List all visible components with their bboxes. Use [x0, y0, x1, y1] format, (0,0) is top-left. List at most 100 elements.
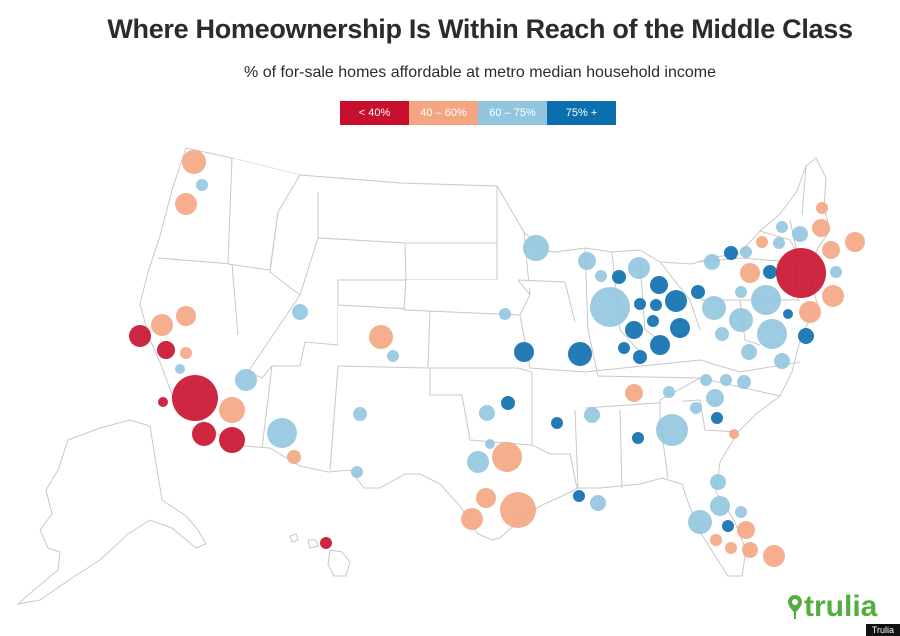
metro-bubble	[618, 342, 630, 354]
legend-item-75-plus: 75% +	[547, 101, 616, 125]
metro-bubble	[499, 308, 511, 320]
metro-bubble	[158, 397, 168, 407]
metro-bubble	[710, 534, 722, 546]
metro-bubble	[711, 412, 723, 424]
metro-bubble	[500, 492, 536, 528]
metro-bubble	[625, 321, 643, 339]
metro-bubble	[650, 276, 668, 294]
metro-bubble	[176, 306, 196, 326]
metro-bubble	[129, 325, 151, 347]
metro-bubbles	[129, 150, 865, 567]
metro-bubble	[476, 488, 496, 508]
metro-bubble	[219, 427, 245, 453]
metro-bubble	[702, 296, 726, 320]
metro-bubble	[799, 301, 821, 323]
metro-bubble	[501, 396, 515, 410]
metro-bubble	[578, 252, 596, 270]
metro-bubble	[267, 418, 297, 448]
metro-bubble	[735, 506, 747, 518]
metro-bubble	[724, 246, 738, 260]
metro-bubble	[783, 309, 793, 319]
metro-bubble	[650, 335, 670, 355]
metro-bubble	[700, 374, 712, 386]
metro-bubble	[816, 202, 828, 214]
metro-bubble	[369, 325, 393, 349]
chart-title: Where Homeownership Is Within Reach of t…	[107, 14, 853, 44]
metro-bubble	[595, 270, 607, 282]
metro-bubble	[720, 374, 732, 386]
metro-bubble	[461, 508, 483, 530]
metro-bubble	[175, 364, 185, 374]
metro-bubble	[690, 402, 702, 414]
metro-bubble	[492, 442, 522, 472]
metro-bubble	[691, 285, 705, 299]
metro-bubble	[551, 417, 563, 429]
metro-bubble	[756, 236, 768, 248]
metro-bubble	[830, 266, 842, 278]
legend: < 40% 40 – 60% 60 – 75% 75% +	[340, 101, 616, 125]
metro-bubble	[776, 248, 826, 298]
metro-bubble	[633, 350, 647, 364]
metro-bubble	[663, 386, 675, 398]
metro-bubble	[634, 298, 646, 310]
metro-bubble	[235, 369, 257, 391]
metro-bubble	[351, 466, 363, 478]
metro-bubble	[737, 375, 751, 389]
metro-bubble	[573, 490, 585, 502]
metro-bubble	[523, 235, 549, 261]
metro-bubble	[774, 353, 790, 369]
metro-bubble	[710, 474, 726, 490]
metro-bubble	[763, 265, 777, 279]
metro-bubble	[715, 327, 729, 341]
metro-bubble	[729, 308, 753, 332]
metro-bubble	[151, 314, 173, 336]
metro-bubble	[706, 389, 724, 407]
metro-bubble	[822, 241, 840, 259]
metro-bubble	[219, 397, 245, 423]
metro-bubble	[625, 384, 643, 402]
image-credit: Trulia	[865, 624, 900, 636]
metro-bubble	[740, 263, 760, 283]
metro-bubble	[172, 375, 218, 421]
metro-bubble	[773, 237, 785, 249]
metro-bubble	[387, 350, 399, 362]
metro-bubble	[798, 328, 814, 344]
metro-bubble	[192, 422, 216, 446]
metro-bubble	[514, 342, 534, 362]
state-outlines	[139, 147, 831, 577]
metro-bubble	[688, 510, 712, 534]
metro-bubble	[735, 286, 747, 298]
legend-item-60-75: 60 – 75%	[478, 101, 547, 125]
metro-bubble	[180, 347, 192, 359]
alaska-outline	[16, 419, 207, 605]
metro-bubble	[353, 407, 367, 421]
metro-bubble	[628, 257, 650, 279]
metro-bubble	[757, 319, 787, 349]
metro-bubble	[175, 193, 197, 215]
trulia-logo: trulia	[788, 590, 877, 624]
metro-bubble	[632, 432, 644, 444]
metro-bubble	[670, 318, 690, 338]
metro-bubble	[467, 451, 489, 473]
metro-bubble	[584, 407, 600, 423]
alaska-hawaii	[16, 419, 351, 605]
metro-bubble	[722, 520, 734, 532]
metro-bubble	[741, 344, 757, 360]
metro-bubble	[612, 270, 626, 284]
metro-bubble	[320, 537, 332, 549]
metro-bubble	[737, 521, 755, 539]
metro-bubble	[845, 232, 865, 252]
metro-bubble	[568, 342, 592, 366]
metro-bubble	[196, 179, 208, 191]
chart-subtitle: % of for-sale homes affordable at metro …	[244, 64, 716, 81]
metro-bubble	[656, 414, 688, 446]
hawaii-outline	[289, 533, 351, 577]
logo-text: trulia	[804, 590, 878, 623]
metro-bubble	[751, 285, 781, 315]
metro-bubble	[704, 254, 720, 270]
metro-bubble	[479, 405, 495, 421]
metro-bubble	[590, 495, 606, 511]
metro-bubble	[710, 496, 730, 516]
metro-bubble	[740, 246, 752, 258]
